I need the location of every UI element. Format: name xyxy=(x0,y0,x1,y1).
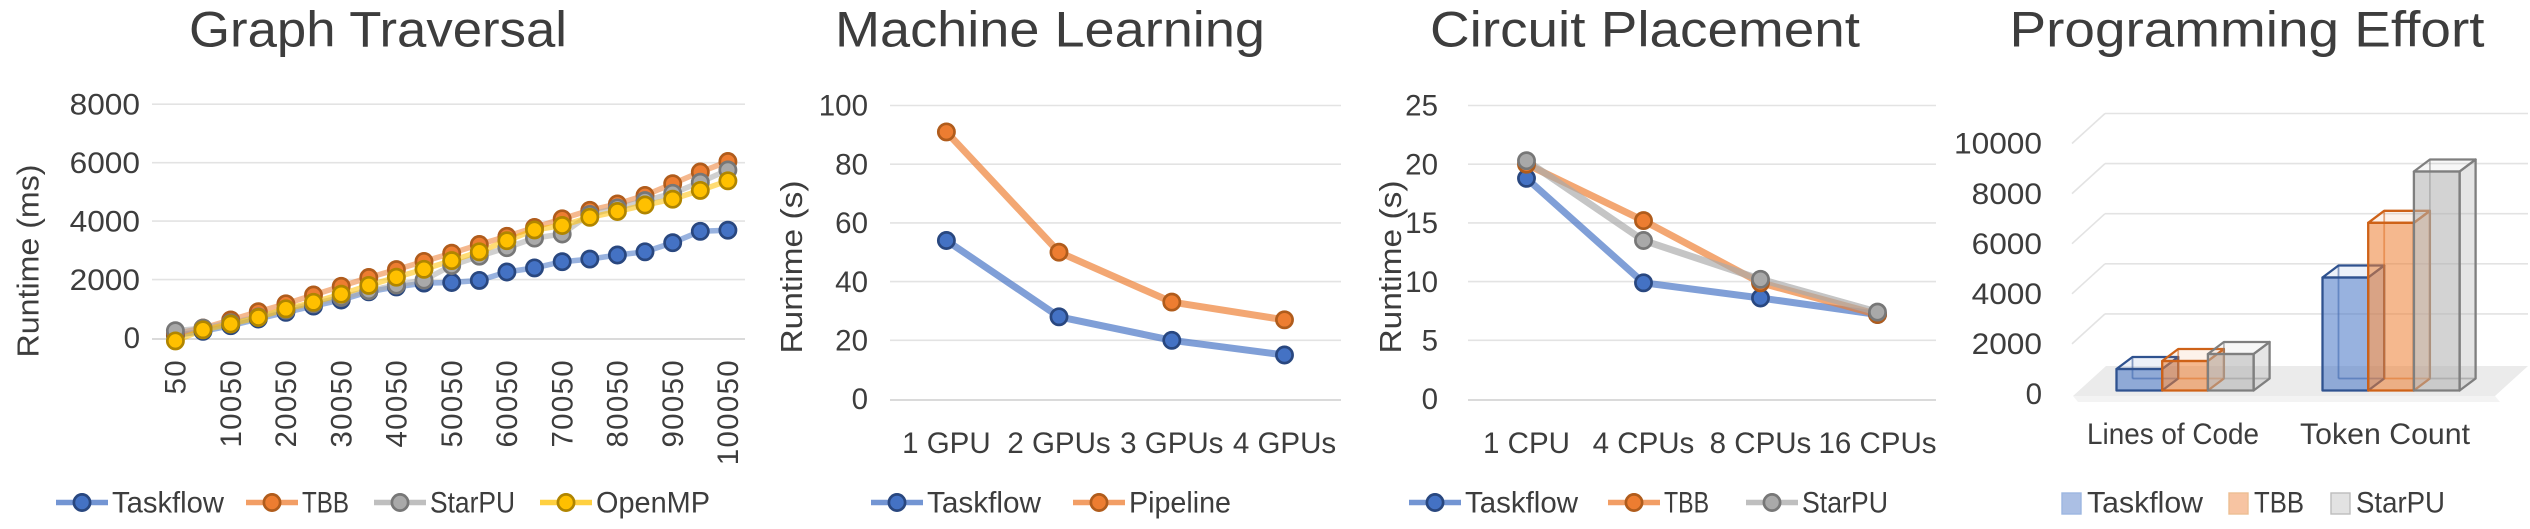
svg-text:Pipeline: Pipeline xyxy=(1129,487,1231,520)
svg-text:60: 60 xyxy=(835,207,868,240)
svg-text:50050: 50050 xyxy=(436,359,469,448)
svg-text:Graph Traversal: Graph Traversal xyxy=(189,2,567,58)
svg-text:25: 25 xyxy=(1405,90,1438,123)
svg-text:Runtime (s): Runtime (s) xyxy=(1373,181,1408,354)
svg-text:1 GPU: 1 GPU xyxy=(902,427,991,460)
svg-text:60050: 60050 xyxy=(491,359,524,448)
svg-text:4000: 4000 xyxy=(70,205,140,238)
svg-text:80050: 80050 xyxy=(602,359,635,448)
svg-text:15: 15 xyxy=(1405,207,1438,240)
svg-text:5: 5 xyxy=(1422,325,1438,358)
svg-text:Circuit Placement: Circuit Placement xyxy=(1430,2,1860,58)
svg-text:0: 0 xyxy=(852,383,868,416)
svg-text:70050: 70050 xyxy=(546,359,579,448)
svg-text:100050: 100050 xyxy=(712,359,745,465)
svg-text:10: 10 xyxy=(1405,266,1438,299)
svg-text:StarPU: StarPU xyxy=(2356,487,2445,520)
svg-text:2000: 2000 xyxy=(1972,328,2042,361)
svg-text:TBB: TBB xyxy=(1664,487,1709,520)
svg-text:Runtime (s): Runtime (s) xyxy=(774,181,809,354)
svg-text:100: 100 xyxy=(819,90,868,123)
svg-text:Taskflow: Taskflow xyxy=(2087,487,2204,520)
svg-text:StarPU: StarPU xyxy=(1802,487,1888,520)
svg-text:Taskflow: Taskflow xyxy=(112,487,225,520)
svg-text:20: 20 xyxy=(835,325,868,358)
svg-text:0: 0 xyxy=(1422,383,1438,416)
svg-text:8000: 8000 xyxy=(1972,178,2042,211)
svg-text:40050: 40050 xyxy=(381,359,414,448)
svg-text:10000: 10000 xyxy=(1954,128,2042,161)
svg-text:80: 80 xyxy=(835,148,868,181)
svg-text:8 CPUs: 8 CPUs xyxy=(1710,427,1812,460)
svg-text:90050: 90050 xyxy=(657,359,690,448)
svg-text:Machine Learning: Machine Learning xyxy=(835,2,1265,58)
svg-text:40: 40 xyxy=(835,266,868,299)
svg-text:TBB: TBB xyxy=(2254,487,2304,520)
svg-text:0: 0 xyxy=(124,322,140,355)
svg-text:3 GPUs: 3 GPUs xyxy=(1120,427,1223,460)
svg-text:4 GPUs: 4 GPUs xyxy=(1233,427,1336,460)
svg-text:16 CPUs: 16 CPUs xyxy=(1818,427,1936,460)
svg-text:0: 0 xyxy=(2026,378,2042,411)
svg-text:4000: 4000 xyxy=(1972,278,2042,311)
svg-text:Lines of Code: Lines of Code xyxy=(2087,418,2259,451)
svg-text:Programming Effort: Programming Effort xyxy=(2010,2,2485,58)
svg-text:20050: 20050 xyxy=(270,359,303,448)
svg-text:30050: 30050 xyxy=(325,359,358,448)
svg-text:StarPU: StarPU xyxy=(430,487,515,520)
svg-text:Runtime (ms): Runtime (ms) xyxy=(11,165,46,358)
svg-text:2000: 2000 xyxy=(70,264,140,297)
svg-text:OpenMP: OpenMP xyxy=(596,487,710,520)
svg-text:50: 50 xyxy=(160,359,193,394)
svg-text:Taskflow: Taskflow xyxy=(1465,487,1579,520)
svg-text:Token Count: Token Count xyxy=(2300,418,2470,451)
svg-text:1 CPU: 1 CPU xyxy=(1483,427,1570,460)
svg-text:2 GPUs: 2 GPUs xyxy=(1007,427,1110,460)
svg-text:10050: 10050 xyxy=(215,359,248,448)
svg-text:4 CPUs: 4 CPUs xyxy=(1593,427,1695,460)
svg-text:6000: 6000 xyxy=(70,147,140,180)
svg-text:Taskflow: Taskflow xyxy=(927,487,1042,520)
svg-text:8000: 8000 xyxy=(70,88,140,121)
svg-text:20: 20 xyxy=(1405,148,1438,181)
svg-text:TBB: TBB xyxy=(302,487,349,520)
svg-text:6000: 6000 xyxy=(1972,228,2042,261)
